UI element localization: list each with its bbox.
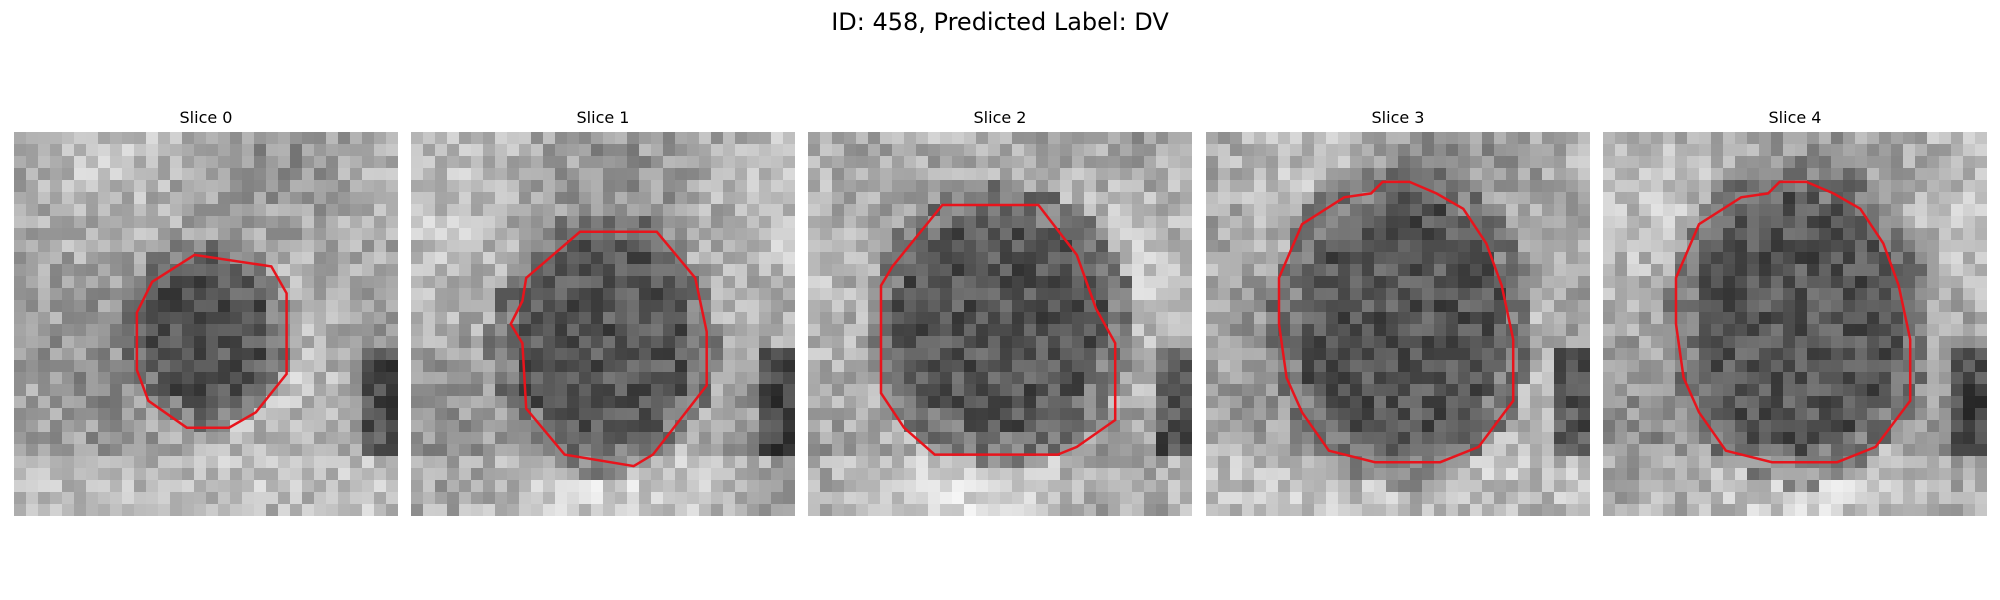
segmentation-contour	[1674, 180, 1912, 464]
slice-panel-2: Slice 2	[808, 108, 1192, 516]
slice-panel-1: Slice 1	[411, 108, 795, 516]
figure-title: ID: 458, Predicted Label: DV	[831, 8, 1169, 36]
slice-title-2: Slice 2	[973, 108, 1027, 127]
slice-panel-4: Slice 4	[1603, 108, 1987, 516]
slice-panel-0: Slice 0	[14, 108, 398, 516]
segmentation-contour	[509, 230, 708, 468]
slice-title-3: Slice 3	[1371, 108, 1425, 127]
slice-image-1	[411, 132, 795, 516]
slice-image-2	[808, 132, 1192, 516]
slice-panel-3: Slice 3	[1206, 108, 1590, 516]
slice-image-3	[1206, 132, 1590, 516]
segmentation-contour	[135, 253, 288, 429]
slice-title-4: Slice 4	[1768, 108, 1822, 127]
segmentation-contour	[879, 203, 1117, 456]
slice-image-4	[1603, 132, 1987, 516]
slice-title-0: Slice 0	[179, 108, 233, 127]
slice-image-0	[14, 132, 398, 516]
slice-title-1: Slice 1	[576, 108, 630, 127]
segmentation-contour	[1277, 180, 1515, 464]
